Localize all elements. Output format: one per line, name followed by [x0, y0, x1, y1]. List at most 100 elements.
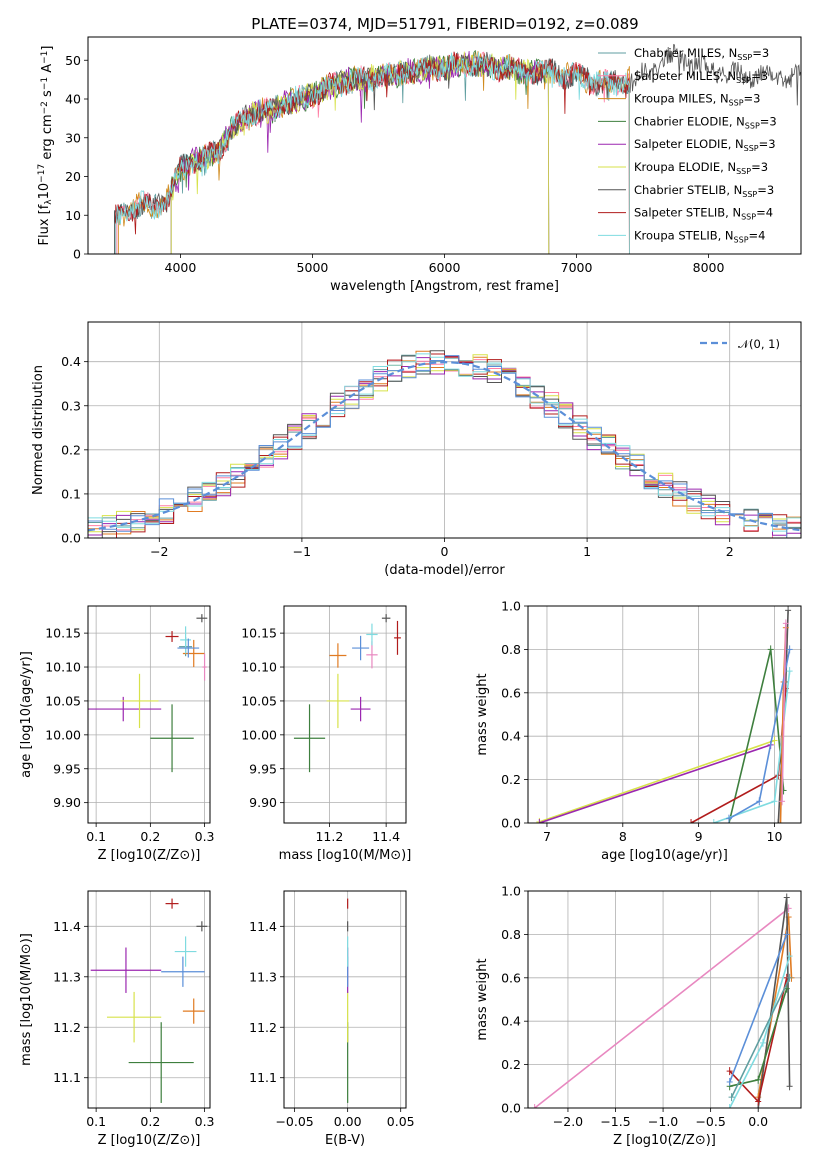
mass-vs-extinction-panel: −0.05 0.00 0.05 11.1 11.2 11.3 11.4 E(B-V): [249, 890, 415, 1148]
y-axis-label: mass weight: [475, 673, 490, 755]
y-tick-label: 10.00: [45, 727, 81, 742]
x-tick-label: 0.1: [86, 1114, 106, 1129]
y-tick-label: 1.0: [501, 884, 521, 899]
mass-weight-vs-age-panel: 7 8 9 10 0.0 0.2 0.4 0.6 0.8 1.0 age [log10(age/yr…: [475, 599, 802, 863]
y-tick-label: 0.4: [501, 729, 521, 744]
x-tick-label: −0.5: [695, 1114, 725, 1129]
y-tick-label: 11.2: [53, 1020, 81, 1035]
x-tick-label: 8000: [693, 260, 725, 275]
plot-area: [531, 893, 795, 1108]
x-tick-label: 10: [767, 829, 783, 844]
y-axis-label: mass [log10(M/M⊙)]: [19, 933, 34, 1066]
x-tick-label: 6000: [429, 260, 461, 275]
x-axis-label: Z [log10(Z/Z⊙)]: [613, 1133, 716, 1148]
x-axis-label: E(B-V): [325, 1133, 365, 1148]
axes-frame: [87, 890, 211, 1109]
legend-entry: Salpeter MILES, NSSP=3: [634, 69, 768, 85]
x-tick-label: 2: [726, 544, 734, 559]
x-tick-label: 7: [543, 829, 551, 844]
mass-weight-line: [539, 739, 775, 823]
axes-frame: [527, 605, 802, 824]
x-tick-label: 0.3: [195, 829, 215, 844]
y-tick-label: 11.2: [249, 1020, 277, 1035]
y-axis-label: Flux [fλ10−17 erg cm−2 s−1 A−1]: [37, 46, 55, 246]
x-tick-label: 1: [583, 544, 591, 559]
figure-title: PLATE=0374, MJD=51791, FIBERID=0192, z=0…: [251, 15, 638, 33]
x-tick-label: −2.0: [553, 1114, 583, 1129]
x-tick-label: 4000: [165, 260, 197, 275]
plot-area: [114, 43, 801, 254]
y-tick-label: 10.00: [241, 727, 277, 742]
x-tick-label: 0.1: [86, 829, 106, 844]
legend-entry: Kroupa ELODIE, NSSP=3: [634, 160, 768, 176]
plot-area: [536, 606, 793, 823]
y-tick-label: 0.4: [61, 354, 81, 369]
y-tick-label: 11.3: [249, 969, 277, 984]
y-tick-label: 10.10: [241, 660, 277, 675]
y-tick-label: 9.95: [249, 761, 277, 776]
y-tick-label: 10.05: [45, 693, 81, 708]
mass-vs-metallicity-panel: 0.1 0.2 0.3 11.1 11.2 11.3 11.4 Z [log10(Z/Z⊙)]…: [19, 890, 215, 1148]
mass-weight-line: [728, 934, 788, 1083]
y-axis-label: age [log10(age/yr)]: [19, 651, 34, 778]
spectrum-line-kroupa-stelib: [115, 52, 630, 254]
x-tick-label: 0: [441, 544, 449, 559]
y-tick-label: 0.3: [61, 398, 81, 413]
x-tick-label: 0.05: [387, 1114, 415, 1129]
mass-weight-line: [781, 623, 787, 802]
y-tick-label: 10.10: [45, 660, 81, 675]
residual-histogram-panel: −2 −1 0 1 2 0.0 0.1 0.2 0.3 0.4 (data-model)/error…: [31, 321, 802, 578]
x-tick-label: 0.3: [195, 1114, 215, 1129]
axes-frame: [283, 890, 407, 1109]
x-tick-label: −1.0: [648, 1114, 678, 1129]
x-tick-label: −1.5: [600, 1114, 630, 1129]
y-tick-label: 10: [65, 208, 81, 223]
axes-frame: [283, 605, 407, 824]
x-tick-label: 8: [619, 829, 627, 844]
x-axis-label: Z [log10(Z/Z⊙)]: [98, 1133, 201, 1148]
y-tick-label: 0.0: [501, 1101, 521, 1116]
x-axis-label: age [log10(age/yr)]: [601, 848, 728, 863]
y-tick-label: 30: [65, 130, 81, 145]
mass-weight-vs-metallicity-panel: −2.0 −1.5 −1.0 −0.5 0.0 0.0 0.2 0.4 0.6 0.8 1.0 Z […: [475, 884, 802, 1148]
x-axis-label: mass [log10(M/M⊙)]: [279, 848, 412, 863]
mass-weight-line: [730, 977, 791, 1098]
x-tick-label: −0.05: [275, 1114, 313, 1129]
y-tick-label: 9.95: [53, 761, 81, 776]
x-tick-label: 7000: [561, 260, 593, 275]
legend-entry: Salpeter STELIB, NSSP=4: [634, 206, 773, 222]
x-tick-label: 11.2: [315, 829, 343, 844]
y-axis-label: mass weight: [475, 958, 490, 1040]
histogram-step: [88, 355, 801, 538]
y-tick-label: 11.4: [53, 919, 81, 934]
x-tick-label: −2: [150, 544, 168, 559]
legend-entry: Chabrier ELODIE, NSSP=3: [634, 114, 777, 130]
y-tick-label: 0.6: [501, 970, 521, 985]
y-tick-label: 50: [65, 53, 81, 68]
legend-entry: Kroupa STELIB, NSSP=4: [634, 228, 765, 244]
y-tick-label: 11.1: [249, 1070, 277, 1085]
legend-entry: Chabrier MILES, NSSP=3: [634, 46, 769, 62]
x-tick-label: 0.0: [748, 1114, 768, 1129]
x-axis-label: Z [log10(Z/Z⊙)]: [98, 848, 201, 863]
mass-weight-line: [539, 744, 771, 823]
x-tick-label: 11.4: [372, 829, 400, 844]
y-tick-label: 10.15: [241, 626, 277, 641]
legend-entry: Salpeter ELODIE, NSSP=3: [634, 137, 776, 153]
x-tick-label: 9: [695, 829, 703, 844]
plot-area: [90, 898, 208, 1103]
x-axis-label: wavelength [Angstrom, rest frame]: [330, 279, 559, 294]
x-tick-label: 5000: [297, 260, 329, 275]
y-tick-label: 40: [65, 92, 81, 107]
age-vs-mass-panel: 11.2 11.4 9.90 9.95 10.00 10.05 10.10 10.15 mass…: [241, 605, 412, 863]
x-tick-label: 0.2: [140, 829, 160, 844]
y-tick-label: 11.3: [53, 969, 81, 984]
y-tick-label: 0.8: [501, 642, 521, 657]
y-tick-label: 0.4: [501, 1014, 521, 1029]
y-tick-label: 1.0: [501, 599, 521, 614]
y-tick-label: 10.05: [241, 693, 277, 708]
x-tick-label: −1: [293, 544, 311, 559]
legend-entry: Kroupa MILES, NSSP=3: [634, 92, 760, 108]
x-tick-label: 0.00: [334, 1114, 362, 1129]
